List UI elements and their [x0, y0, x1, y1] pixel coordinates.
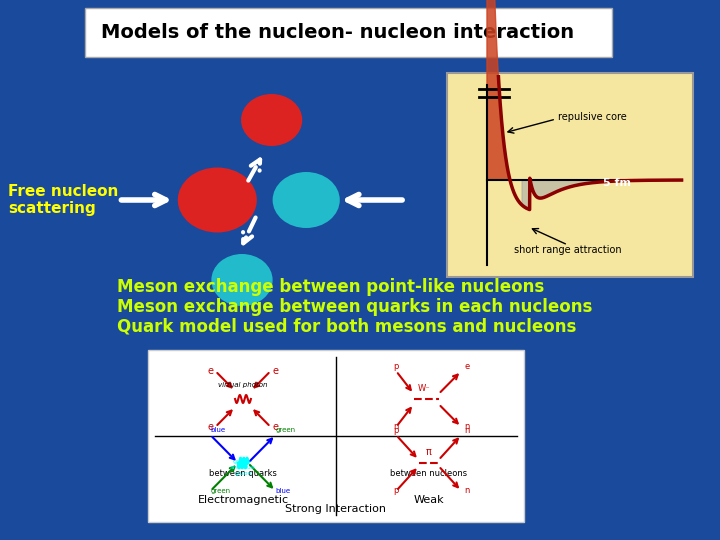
Text: Free nucleon
scattering: Free nucleon scattering — [8, 184, 118, 216]
Text: blue: blue — [210, 427, 225, 433]
Text: Models of the nucleon- nucleon interaction: Models of the nucleon- nucleon interacti… — [101, 24, 574, 43]
Text: n: n — [393, 422, 398, 431]
Ellipse shape — [241, 94, 302, 146]
Text: repulsive core: repulsive core — [558, 112, 627, 122]
Text: Strong Interaction: Strong Interaction — [285, 504, 387, 514]
Text: e: e — [464, 362, 469, 371]
Text: blue: blue — [276, 488, 291, 494]
Text: short range attraction: short range attraction — [514, 245, 622, 255]
Polygon shape — [522, 180, 652, 210]
Text: Meson exchange between point-like nucleons: Meson exchange between point-like nucleo… — [117, 278, 544, 296]
Text: e: e — [273, 366, 279, 376]
Ellipse shape — [212, 254, 273, 306]
Text: Quark model used for both mesons and nucleons: Quark model used for both mesons and nuc… — [117, 318, 576, 336]
Text: 5 fm: 5 fm — [603, 178, 631, 188]
Text: n: n — [464, 422, 469, 431]
Text: π: π — [426, 447, 431, 457]
Text: green: green — [210, 488, 230, 494]
Text: n: n — [464, 426, 469, 435]
Text: Weak: Weak — [413, 495, 444, 505]
Text: Meson exchange between quarks in each nucleons: Meson exchange between quarks in each nu… — [117, 298, 592, 316]
Text: e: e — [273, 422, 279, 432]
Text: p: p — [393, 426, 398, 435]
Text: between quarks: between quarks — [209, 469, 277, 477]
Text: between nucleons: between nucleons — [390, 469, 467, 477]
FancyBboxPatch shape — [447, 73, 693, 277]
Text: green: green — [276, 427, 296, 433]
Ellipse shape — [178, 167, 257, 233]
FancyBboxPatch shape — [148, 350, 523, 522]
Text: p: p — [393, 362, 398, 371]
Text: n: n — [464, 486, 469, 495]
Text: Electromagnetic: Electromagnetic — [197, 495, 289, 505]
Text: virtual photon: virtual photon — [218, 382, 268, 388]
Text: e: e — [207, 366, 213, 376]
Ellipse shape — [273, 172, 340, 228]
Text: W⁻: W⁻ — [418, 384, 430, 393]
FancyBboxPatch shape — [85, 8, 613, 57]
Text: green-
antiblue
gluon: green- antiblue gluon — [230, 460, 256, 476]
Text: p: p — [393, 486, 398, 495]
Text: e: e — [207, 422, 213, 432]
Polygon shape — [487, 0, 537, 180]
